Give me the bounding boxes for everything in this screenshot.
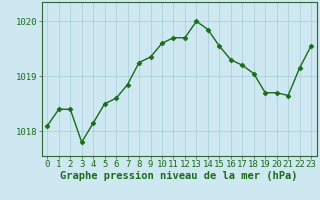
X-axis label: Graphe pression niveau de la mer (hPa): Graphe pression niveau de la mer (hPa) bbox=[60, 171, 298, 181]
